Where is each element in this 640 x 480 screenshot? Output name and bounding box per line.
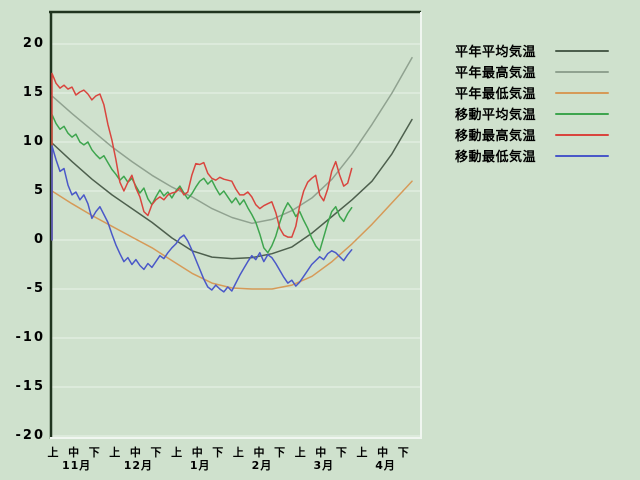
- x-tick-label-13: 中: [315, 446, 327, 459]
- x-month-label-12月: 12月: [123, 459, 154, 472]
- series-line-moving_max: [51, 72, 353, 241]
- legend-row-normal_mean: 平年平均気温: [455, 40, 630, 61]
- legend-line-swatch-moving_max: [555, 133, 609, 136]
- y-tick-label-5: 5: [33, 183, 45, 198]
- x-tick-label-6: 上: [171, 446, 183, 459]
- legend-line-swatch-normal_min: [555, 91, 609, 94]
- x-tick-label-7: 中: [191, 446, 203, 459]
- legend-label-moving_min: 移動最低気温: [455, 150, 537, 165]
- x-month-label-1月: 1月: [189, 459, 211, 472]
- legend-label-moving_avg: 移動平均気温: [455, 108, 537, 123]
- x-tick-label-2: 下: [88, 446, 100, 459]
- x-month-label-3月: 3月: [313, 459, 335, 472]
- x-tick-label-9: 上: [232, 446, 244, 459]
- series-line-normal_max: [51, 56, 413, 225]
- x-month-label-11月: 11月: [61, 459, 92, 472]
- legend-row-moving_avg: 移動平均気温: [455, 103, 630, 124]
- y-tick-label-0: 0: [33, 232, 45, 247]
- x-tick-label-5: 下: [150, 446, 162, 459]
- legend-line-swatch-normal_max: [555, 70, 609, 73]
- x-tick-label-16: 中: [377, 446, 389, 459]
- x-month-label-2月: 2月: [251, 459, 273, 472]
- legend-label-normal_min: 平年最低気温: [455, 87, 537, 102]
- x-tick-label-1: 中: [68, 446, 80, 459]
- legend-label-normal_mean: 平年平均気温: [455, 45, 537, 60]
- series-line-moving_min: [51, 145, 353, 293]
- legend-row-normal_min: 平年最低気温: [455, 82, 630, 103]
- series-line-moving_avg: [51, 113, 353, 254]
- legend-label-moving_max: 移動最高気温: [455, 129, 537, 144]
- y-tick-label-10: 10: [22, 134, 45, 149]
- y-tick-label--15: -15: [15, 379, 45, 394]
- x-tick-label-8: 下: [212, 446, 224, 459]
- legend-label-normal_max: 平年最高気温: [455, 66, 537, 81]
- x-tick-label-11: 下: [274, 446, 286, 459]
- series-line-normal_mean: [51, 118, 413, 260]
- legend-row-normal_max: 平年最高気温: [455, 61, 630, 82]
- x-tick-label-0: 上: [47, 446, 59, 459]
- x-tick-label-10: 中: [253, 446, 265, 459]
- series-line-normal_min: [51, 180, 413, 290]
- x-tick-label-15: 上: [356, 446, 368, 459]
- legend-line-swatch-normal_mean: [555, 49, 609, 52]
- legend: 平年平均気温 平年最高気温 平年最低気温 移動平均気温 移動最高気温 移動最低気温: [455, 40, 630, 166]
- x-tick-label-14: 下: [335, 446, 347, 459]
- x-tick-label-3: 上: [109, 446, 121, 459]
- x-tick-label-17: 下: [397, 446, 409, 459]
- x-month-label-4月: 4月: [375, 459, 396, 472]
- y-tick-label--20: -20: [15, 428, 45, 443]
- y-tick-label-15: 15: [22, 85, 45, 100]
- y-tick-label--10: -10: [15, 330, 45, 345]
- x-tick-label-4: 中: [129, 446, 141, 459]
- y-tick-label--5: -5: [26, 281, 45, 296]
- legend-line-swatch-moving_avg: [555, 112, 609, 115]
- y-tick-label-20: 20: [22, 36, 45, 51]
- legend-line-swatch-moving_min: [555, 154, 609, 157]
- x-tick-label-12: 上: [294, 446, 306, 459]
- legend-row-moving_max: 移動最高気温: [455, 124, 630, 145]
- legend-row-moving_min: 移動最低気温: [455, 145, 630, 166]
